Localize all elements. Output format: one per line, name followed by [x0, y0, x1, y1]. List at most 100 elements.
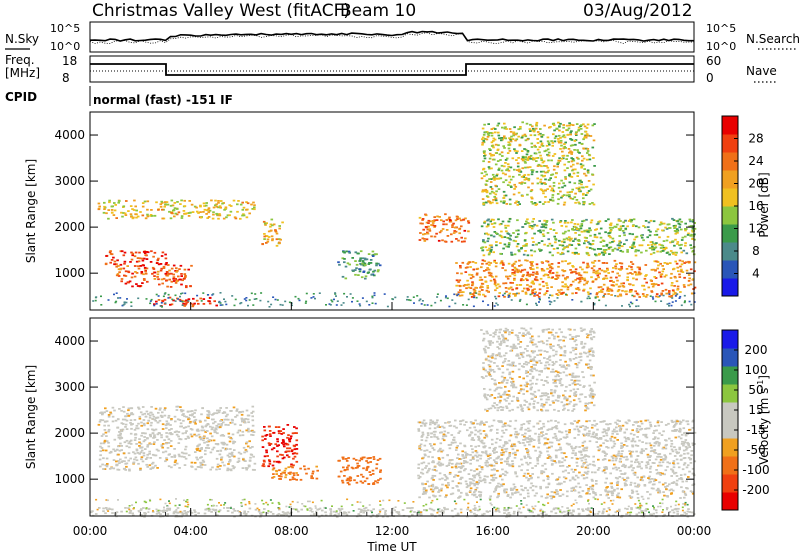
data-cell	[574, 131, 578, 134]
data-cell	[98, 458, 102, 461]
data-cell	[558, 460, 561, 463]
data-cell	[558, 129, 561, 132]
data-cell	[305, 472, 308, 475]
data-cell	[129, 205, 133, 207]
data-cell	[197, 212, 200, 214]
data-cell	[560, 431, 564, 434]
data-cell	[653, 429, 656, 432]
data-cell	[593, 260, 597, 262]
data-cell	[418, 476, 422, 478]
data-cell	[455, 215, 459, 218]
data-cell	[112, 214, 116, 216]
data-cell	[619, 225, 623, 228]
data-cell	[179, 295, 181, 298]
data-cell	[345, 479, 349, 482]
data-cell	[532, 130, 536, 133]
data-cell	[549, 228, 552, 230]
data-cell	[517, 135, 520, 138]
data-cell	[161, 306, 163, 308]
data-cell	[131, 272, 134, 275]
data-cell	[105, 440, 109, 443]
data-cell	[495, 451, 498, 453]
data-cell	[655, 295, 658, 298]
data-cell	[481, 143, 484, 146]
data-cell	[232, 406, 236, 409]
data-cell	[198, 466, 201, 468]
data-cell	[178, 268, 181, 270]
data-cell	[584, 130, 588, 133]
data-cell	[629, 301, 632, 304]
data-cell	[135, 443, 138, 445]
data-cell	[659, 274, 663, 276]
data-cell	[515, 200, 518, 203]
data-cell	[521, 434, 524, 436]
data-cell	[561, 274, 565, 277]
data-cell	[376, 270, 380, 273]
data-cell	[436, 296, 439, 298]
data-cell	[427, 455, 430, 458]
data-cell	[545, 149, 548, 152]
data-cell	[131, 413, 135, 416]
data-cell	[558, 483, 561, 486]
data-cell	[555, 456, 558, 459]
data-cell	[574, 133, 578, 135]
data-cell	[488, 264, 491, 266]
data-cell	[455, 279, 459, 282]
data-cell	[485, 195, 489, 198]
data-cell	[660, 300, 663, 302]
data-cell	[364, 258, 367, 261]
data-cell	[550, 263, 554, 265]
data-cell	[202, 461, 206, 463]
data-cell	[542, 229, 545, 232]
data-cell	[263, 429, 267, 432]
data-cell	[625, 293, 628, 296]
data-cell	[546, 140, 550, 143]
data-cell	[628, 452, 632, 455]
data-cell	[545, 144, 549, 147]
data-cell	[511, 263, 514, 266]
data-cell	[215, 468, 218, 471]
data-cell	[284, 467, 288, 470]
data-cell	[508, 128, 512, 130]
data-cell	[612, 281, 615, 283]
data-cell	[524, 487, 527, 489]
data-cell	[585, 476, 589, 479]
data-cell	[492, 177, 495, 180]
data-cell	[589, 221, 593, 224]
data-cell	[468, 491, 472, 493]
data-cell	[649, 230, 652, 233]
data-cell	[139, 446, 142, 449]
data-cell	[484, 131, 488, 133]
data-cell	[127, 442, 131, 445]
data-cell	[176, 201, 179, 203]
data-cell	[504, 450, 508, 453]
data-cell	[539, 452, 543, 454]
data-cell	[129, 439, 133, 442]
data-cell	[446, 235, 450, 237]
data-cell	[513, 451, 517, 454]
data-cell	[213, 429, 216, 431]
data-cell	[555, 437, 558, 440]
data-cell	[517, 157, 520, 159]
data-cell	[631, 492, 634, 494]
data-cell	[177, 211, 181, 214]
data-cell	[247, 464, 251, 467]
data-cell	[499, 420, 503, 422]
data-cell	[181, 292, 184, 294]
data-cell	[592, 139, 596, 142]
data-cell	[461, 261, 465, 264]
data-cell	[331, 300, 334, 303]
data-cell	[558, 448, 561, 451]
data-cell	[605, 468, 608, 470]
data-cell	[160, 434, 163, 436]
data-cell	[433, 423, 437, 426]
data-cell	[316, 469, 319, 472]
data-cell	[132, 461, 135, 464]
data-cell	[533, 202, 537, 204]
data-cell	[187, 454, 191, 457]
data-cell	[483, 152, 486, 154]
data-cell	[652, 298, 655, 300]
data-cell	[342, 458, 345, 460]
data-cell	[661, 290, 665, 292]
data-cell	[117, 268, 121, 271]
